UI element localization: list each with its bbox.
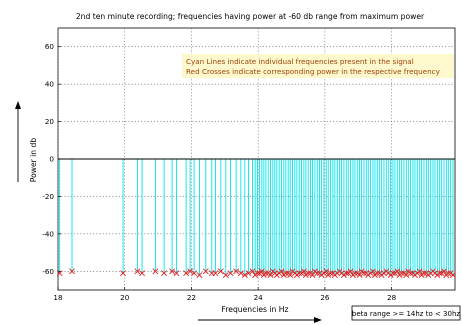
power-marker-cross (450, 272, 456, 278)
power-marker-cross (196, 272, 203, 278)
x-arrow-head-icon (314, 317, 322, 323)
y-axis-label: Power in db (29, 138, 38, 183)
power-marker-cross (183, 270, 190, 277)
power-marker-cross (217, 268, 224, 275)
power-marker-cross (407, 270, 414, 277)
annotation-box (182, 54, 454, 78)
power-marker-cross (314, 270, 321, 277)
power-marker-cross (421, 270, 427, 277)
power-marker-cross (436, 270, 443, 277)
annotation-line-red: Red Crosses indicate corresponding power… (186, 67, 441, 76)
power-marker-cross (202, 268, 209, 275)
power-marker-cross (173, 270, 180, 277)
range-box (351, 305, 461, 321)
power-marker-cross (245, 270, 252, 277)
power-marker-cross (241, 272, 248, 278)
power-marker-cross (161, 270, 168, 277)
power-marker-cross (394, 268, 401, 275)
power-marker-cross (370, 268, 376, 275)
power-marker-cross (237, 270, 244, 277)
power-marker-cross (169, 268, 176, 275)
x-tick-label: 20 (120, 293, 130, 302)
x-tick-label: 18 (53, 293, 63, 302)
y-tick-label: 60 (45, 42, 55, 51)
power-marker-cross (278, 268, 285, 275)
power-marker-cross (351, 270, 358, 277)
range-box-text: beta range >= 14hz to < 30hz (352, 310, 460, 318)
power-marker-cross (374, 270, 381, 277)
power-marker-cross (134, 268, 141, 275)
power-marker-cross (267, 272, 274, 278)
y-tick-label: 40 (45, 80, 55, 89)
power-marker-cross (356, 272, 363, 278)
power-markers (56, 268, 456, 278)
x-tick-label: 26 (320, 293, 330, 302)
y-tick-label: 20 (45, 117, 55, 126)
annotation-line-cyan: Cyan Lines indicate individual frequenci… (186, 57, 414, 66)
power-marker-cross (227, 270, 234, 277)
chart-title: 2nd ten minute recording; frequencies ha… (76, 12, 425, 21)
x-axis-ticks: 18 20 22 24 26 28 (53, 287, 397, 302)
power-marker-cross (258, 268, 265, 275)
y-tick-label: -40 (42, 229, 54, 238)
power-marker-cross (287, 272, 294, 278)
power-marker-cross (343, 270, 350, 277)
power-marker-cross (233, 268, 240, 275)
stem-lines (59, 159, 454, 276)
y-tick-label: -60 (42, 267, 54, 276)
power-marker-cross (187, 268, 194, 275)
x-tick-label: 28 (387, 293, 397, 302)
x-tick-label: 24 (254, 293, 264, 302)
power-marker-cross (69, 268, 75, 275)
power-marker-cross (327, 270, 334, 277)
power-marker-cross (403, 272, 410, 278)
power-marker-cross (191, 270, 198, 277)
power-marker-cross (441, 268, 447, 275)
power-marker-cross (398, 270, 405, 277)
power-marker-cross (416, 268, 423, 275)
power-marker-cross (323, 268, 330, 275)
power-marker-cross (120, 270, 126, 277)
power-marker-cross (361, 270, 367, 277)
power-marker-cross (254, 270, 261, 277)
power-marker-cross (445, 270, 452, 277)
y-axis-ticks: 60 40 20 0 -20 -40 -60 (42, 42, 61, 276)
x-tick-label: 22 (187, 293, 196, 302)
power-marker-cross (347, 268, 354, 275)
y-tick-label: -20 (42, 192, 54, 201)
power-marker-cross (390, 270, 396, 277)
power-marker-cross (249, 268, 256, 275)
power-marker-cross (139, 270, 145, 277)
grid-lines (57, 28, 455, 290)
y-tick-label: 0 (49, 155, 54, 164)
power-marker-cross (305, 270, 312, 277)
power-marker-cross (309, 272, 316, 278)
power-marker-cross (300, 268, 307, 275)
y-arrow-head-icon (15, 101, 21, 109)
power-marker-cross (152, 268, 159, 275)
power-marker-cross (212, 270, 219, 277)
power-marker-cross (282, 270, 289, 277)
power-marker-cross (262, 270, 269, 277)
power-marker-cross (296, 270, 303, 277)
x-axis-label: Frequencies in Hz (222, 305, 289, 314)
power-marker-cross (56, 270, 63, 277)
power-marker-cross (222, 272, 229, 278)
